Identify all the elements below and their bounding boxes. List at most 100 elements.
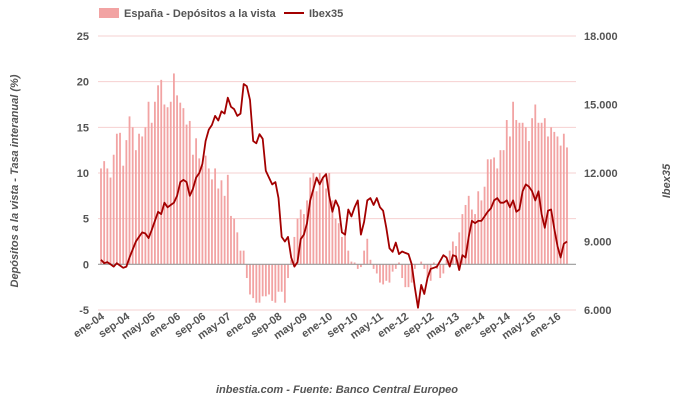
- bar: [341, 236, 343, 265]
- bar: [407, 264, 410, 288]
- bar: [258, 264, 261, 303]
- bar: [398, 262, 400, 265]
- bar: [261, 264, 264, 297]
- bar: [347, 250, 350, 265]
- bar-series: [100, 73, 568, 303]
- bar: [204, 155, 207, 265]
- bar: [499, 150, 502, 265]
- bar: [223, 195, 226, 265]
- bar: [322, 177, 324, 265]
- bar: [309, 177, 312, 265]
- bar: [169, 101, 172, 265]
- bar: [423, 264, 426, 269]
- bar: [103, 161, 106, 265]
- bar: [163, 104, 166, 265]
- bar: [375, 264, 378, 274]
- bar: [226, 174, 229, 265]
- bar: [239, 250, 242, 265]
- bar: [245, 264, 248, 279]
- right-tick-label: 12.000: [584, 168, 618, 180]
- bar: [394, 264, 397, 269]
- bar: [233, 218, 236, 265]
- bar: [369, 259, 372, 265]
- bar: [458, 232, 461, 265]
- bar: [455, 246, 457, 265]
- bar: [201, 165, 204, 265]
- bar: [274, 264, 277, 303]
- bar: [410, 264, 413, 283]
- bar: [283, 264, 286, 303]
- bar: [214, 168, 217, 265]
- left-tick-label: 10: [77, 168, 89, 180]
- right-axis-ticks: 18.000 15.000 12.000 9.000 6.000: [584, 31, 618, 317]
- bar: [420, 261, 423, 265]
- bar: [413, 264, 416, 269]
- bar: [528, 141, 530, 265]
- bar: [312, 173, 315, 265]
- bar: [331, 200, 334, 265]
- x-axis-ticks: ene-04sep-04may-05ene-06sep-06may-07ene-…: [71, 310, 563, 342]
- bar: [211, 179, 213, 265]
- right-axis-title: Ibex35: [661, 163, 673, 198]
- bar: [556, 136, 559, 265]
- bar: [220, 180, 223, 265]
- bar: [512, 101, 514, 265]
- bar: [496, 168, 499, 265]
- bar: [268, 264, 270, 295]
- bar: [534, 104, 537, 265]
- bar: [242, 250, 245, 265]
- bar: [255, 264, 258, 303]
- bar: [147, 101, 150, 265]
- bar: [182, 108, 185, 265]
- bar: [505, 120, 508, 265]
- bar: [157, 85, 159, 265]
- bar: [474, 214, 476, 265]
- bar: [337, 223, 340, 265]
- bar: [540, 122, 543, 265]
- bar: [119, 132, 121, 265]
- bar: [461, 214, 464, 265]
- bar: [125, 140, 128, 265]
- bar: [550, 127, 553, 265]
- left-tick-label: 25: [77, 31, 89, 43]
- bar: [372, 264, 375, 269]
- left-tick-label: -5: [79, 305, 89, 317]
- bar: [112, 154, 115, 265]
- footer-source: inbestia.com - Fuente: Banco Central Eur…: [216, 384, 458, 396]
- bar: [306, 200, 308, 265]
- bar: [502, 150, 505, 265]
- bar: [464, 204, 467, 265]
- legend-label-bars: España - Depósitos a la vista: [124, 8, 276, 20]
- bar: [160, 79, 163, 265]
- bar: [287, 264, 289, 279]
- bar: [249, 264, 251, 295]
- right-tick-label: 15.000: [584, 100, 618, 112]
- bar: [236, 232, 239, 265]
- bar: [141, 136, 144, 265]
- bar: [366, 238, 369, 265]
- bar: [477, 191, 480, 265]
- bar: [217, 188, 220, 265]
- bar: [445, 259, 448, 265]
- bar: [296, 218, 299, 265]
- bar: [391, 264, 394, 272]
- right-tick-label: 18.000: [584, 31, 618, 43]
- legend-swatch-bars: [99, 8, 119, 18]
- bar: [106, 168, 109, 265]
- bar: [490, 159, 492, 265]
- bar: [252, 264, 255, 299]
- bar: [553, 131, 556, 265]
- bar: [524, 127, 527, 265]
- bar: [518, 122, 521, 265]
- bar: [280, 264, 283, 292]
- bar: [128, 116, 131, 265]
- bar: [150, 122, 153, 265]
- bar: [363, 250, 366, 265]
- bar: [379, 264, 381, 283]
- bar: [483, 186, 486, 265]
- bar: [388, 264, 391, 283]
- bar: [176, 95, 178, 265]
- bar: [559, 145, 562, 265]
- bar: [429, 264, 432, 281]
